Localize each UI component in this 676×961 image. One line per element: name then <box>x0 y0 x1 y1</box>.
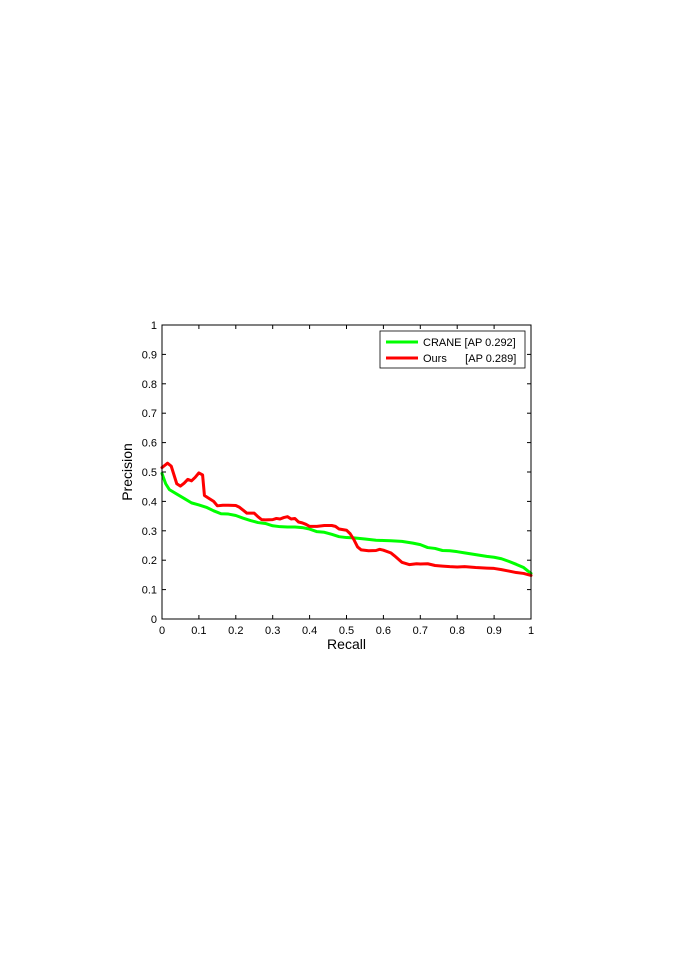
x-axis-label: Recall <box>327 636 366 652</box>
legend-label-crane: CRANE [AP 0.292] <box>423 337 516 349</box>
y-tick-label: 0.1 <box>142 585 157 597</box>
y-tick-label: 1 <box>151 320 157 332</box>
legend-box <box>379 330 526 369</box>
y-axis-label: Precision <box>119 443 135 501</box>
x-tick-label: 0.8 <box>450 625 465 637</box>
x-tick-label: 0 <box>159 625 165 637</box>
y-tick-label: 0.2 <box>142 555 157 567</box>
y-tick-label: 0.9 <box>142 349 157 361</box>
y-tick-label: 0.8 <box>142 379 157 391</box>
y-tick-label: 0.6 <box>142 438 157 450</box>
y-tick-label: 0.7 <box>142 408 157 420</box>
y-tick-label: 0 <box>151 614 157 626</box>
x-tick-label: 0.6 <box>376 625 391 637</box>
x-tick-label: 1 <box>528 625 534 637</box>
x-tick-label: 0.9 <box>486 625 501 637</box>
x-tick-label: 0.1 <box>191 625 206 637</box>
y-tick-label: 0.4 <box>142 496 157 508</box>
x-tick-label: 0.3 <box>265 625 280 637</box>
plot-area <box>162 325 531 619</box>
x-tick-label: 0.4 <box>302 625 317 637</box>
y-tick-label: 0.5 <box>142 467 157 479</box>
x-tick-label: 0.2 <box>228 625 243 637</box>
x-tick-label: 0.7 <box>413 625 428 637</box>
series-line-ours <box>160 461 533 577</box>
legend: CRANE [AP 0.292] Ours [AP 0.289] <box>379 330 526 369</box>
series-line-crane <box>160 471 533 575</box>
y-tick-label: 0.3 <box>142 526 157 538</box>
legend-label-ours: Ours [AP 0.289] <box>423 353 516 365</box>
x-tick-label: 0.5 <box>339 625 354 637</box>
